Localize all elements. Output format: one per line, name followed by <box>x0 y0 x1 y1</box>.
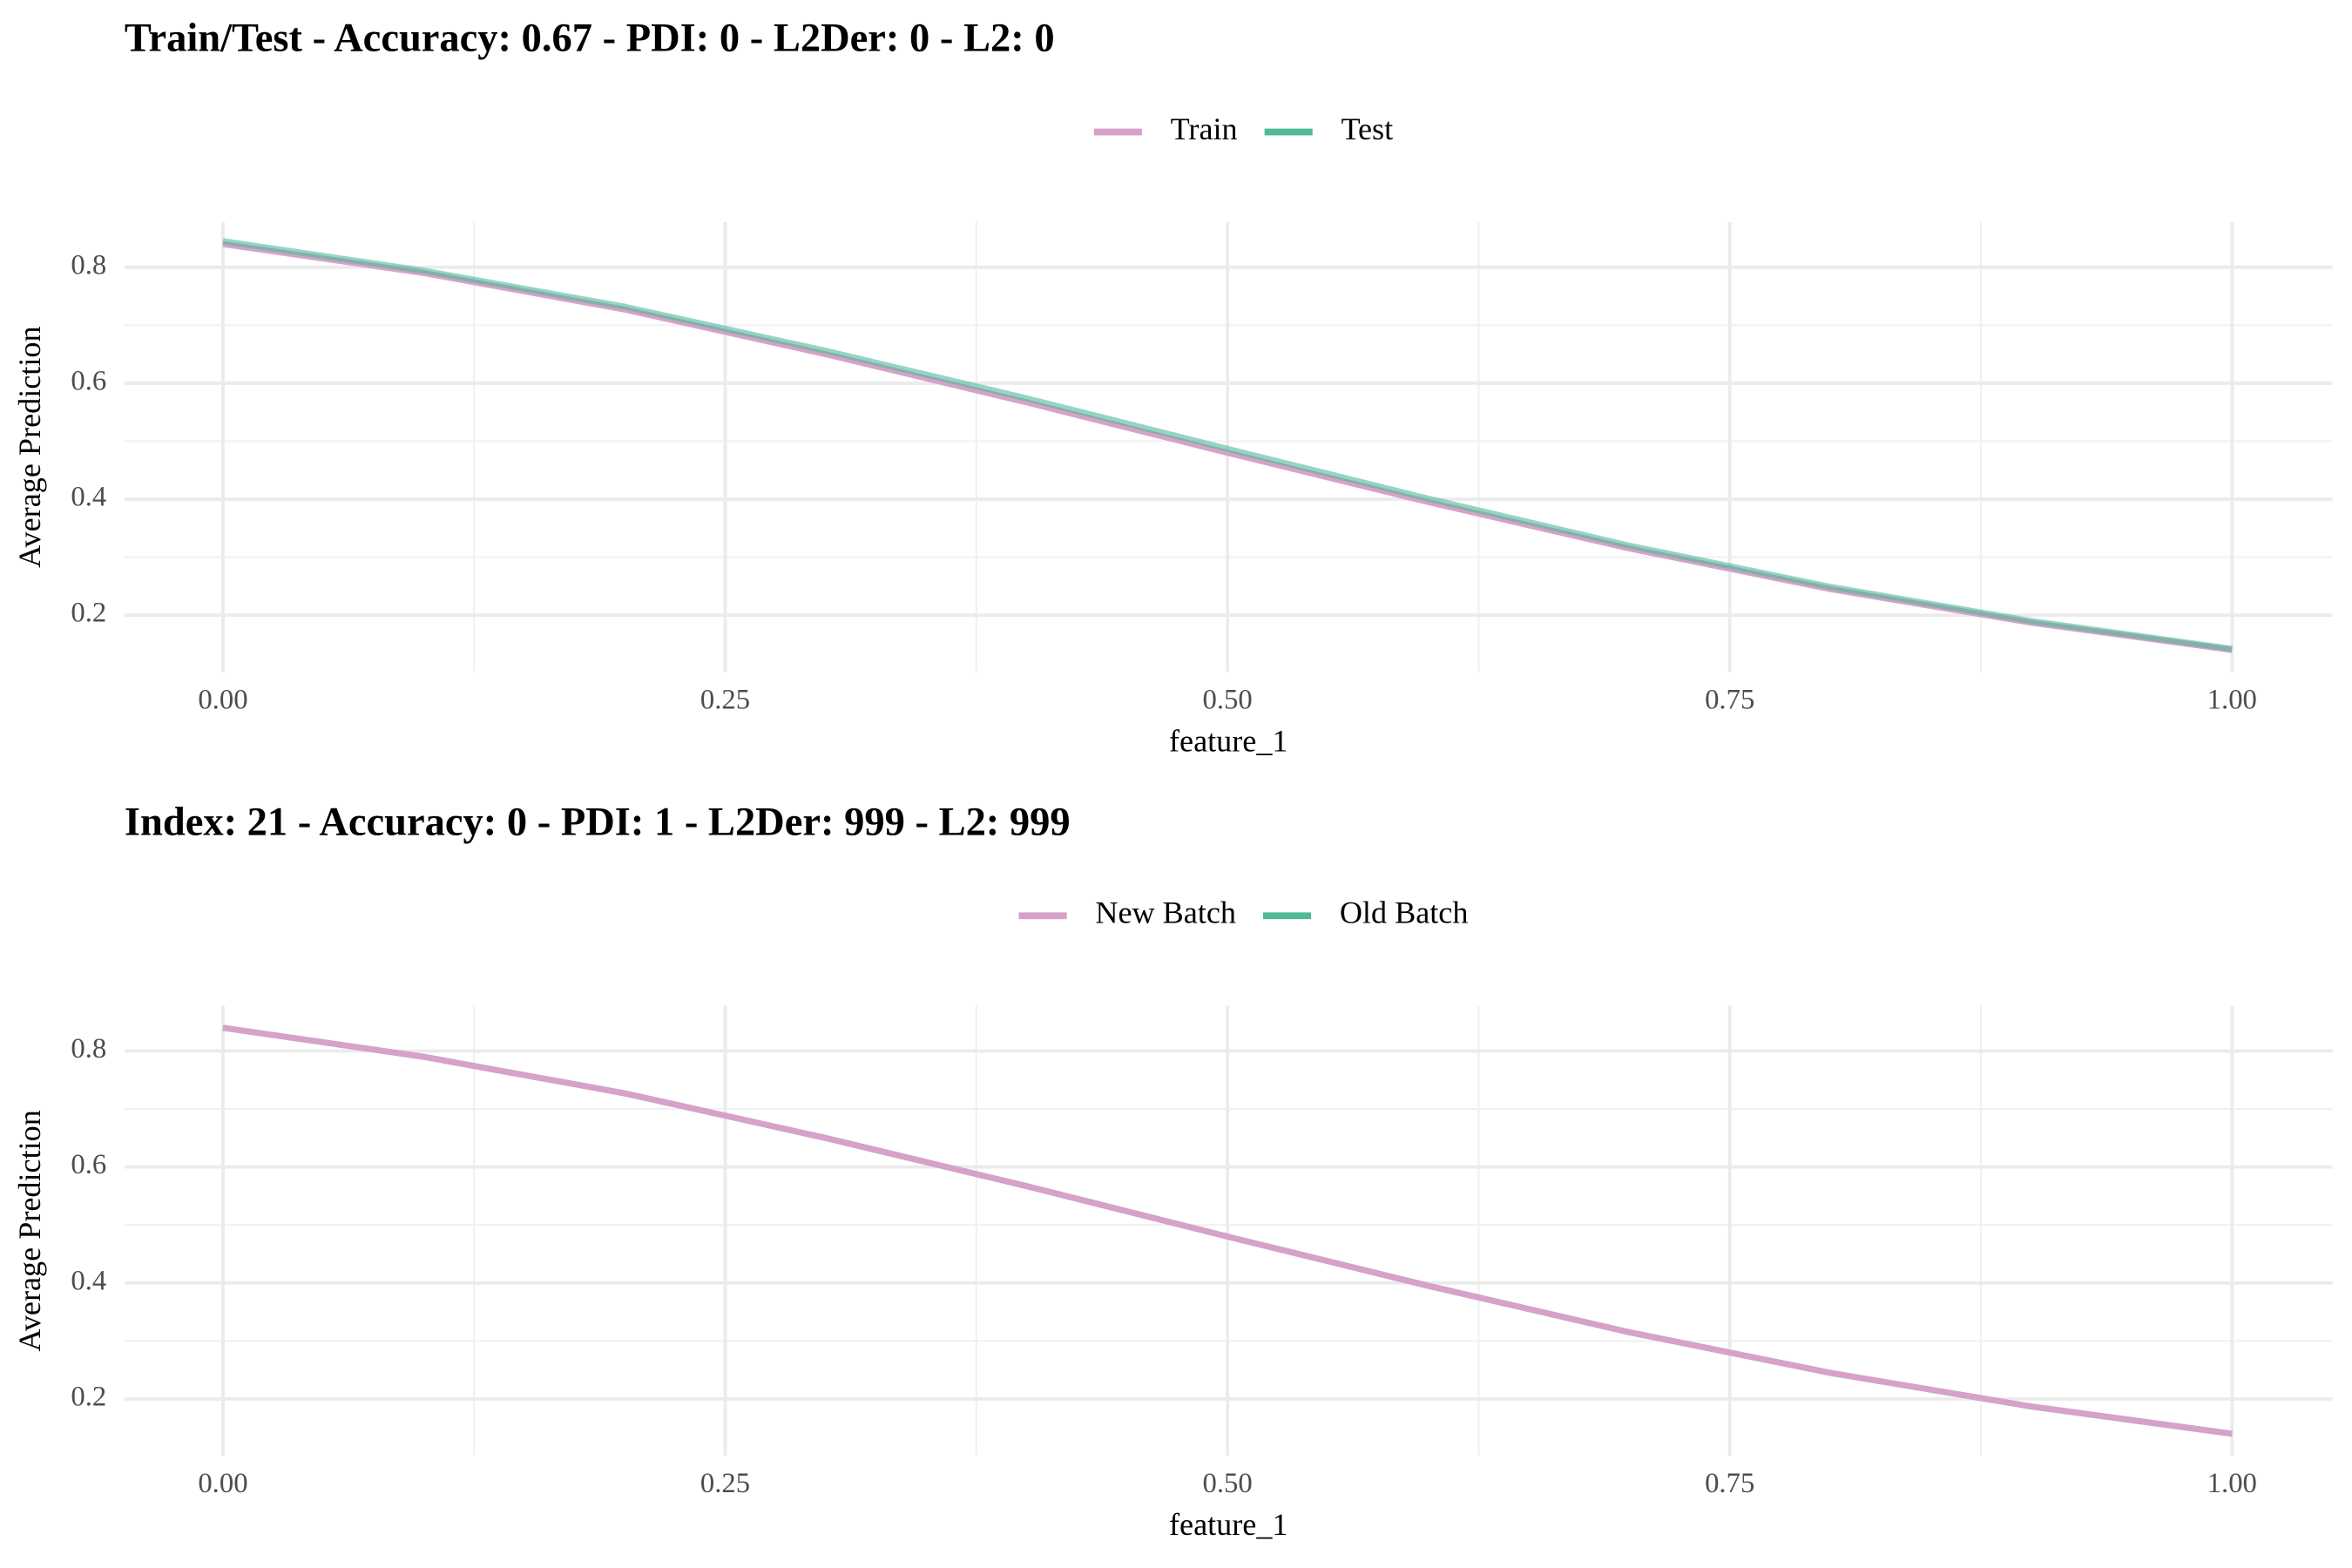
x-tick-label: 0.25 <box>700 1468 750 1499</box>
x-tick-label: 0.50 <box>1202 684 1252 715</box>
x-tick-label: 0.50 <box>1202 1468 1252 1499</box>
legend-label: New Batch <box>1095 896 1236 930</box>
legend-label: Old Batch <box>1340 896 1469 930</box>
x-axis-title: feature_1 <box>1169 723 1288 758</box>
y-tick-label: 0.2 <box>71 1381 106 1412</box>
legend: New Batch Old Batch <box>1018 896 1469 930</box>
y-tick-label: 0.6 <box>71 365 106 396</box>
x-axis-title: feature_1 <box>1169 1507 1288 1542</box>
y-tick-label: 0.8 <box>71 249 106 280</box>
x-tick-label: 0.00 <box>198 684 247 715</box>
x-tick-label: 0.75 <box>1705 684 1754 715</box>
chart-title: Index: 21 - Accuracy: 0 - PDI: 1 - L2Der… <box>125 800 1071 844</box>
x-tick-label: 1.00 <box>2207 684 2257 715</box>
chart-title: Train/Test - Accuracy: 0.67 - PDI: 0 - L… <box>125 17 1055 61</box>
y-tick-label: 0.6 <box>71 1149 106 1180</box>
chart-panel: Index: 21 - Accuracy: 0 - PDI: 1 - L2Der… <box>12 800 2333 1542</box>
y-axis-title: Average Prediction <box>12 1110 47 1351</box>
legend: Train Test <box>1093 112 1393 146</box>
x-tick-label: 1.00 <box>2207 1468 2257 1499</box>
y-tick-label: 0.4 <box>71 482 106 513</box>
legend-label: Train <box>1171 112 1238 146</box>
y-tick-label: 0.2 <box>71 598 106 629</box>
series-line <box>222 238 2233 652</box>
legend-label: Test <box>1341 112 1393 146</box>
x-tick-label: 0.00 <box>198 1468 247 1499</box>
y-axis-title: Average Prediction <box>12 326 47 567</box>
x-tick-label: 0.25 <box>700 684 750 715</box>
y-tick-label: 0.8 <box>71 1033 106 1064</box>
y-tick-label: 0.4 <box>71 1265 106 1296</box>
series-line <box>222 1024 2233 1437</box>
x-tick-label: 0.75 <box>1705 1468 1754 1499</box>
chart-panel: Train/Test - Accuracy: 0.67 - PDI: 0 - L… <box>12 17 2333 758</box>
